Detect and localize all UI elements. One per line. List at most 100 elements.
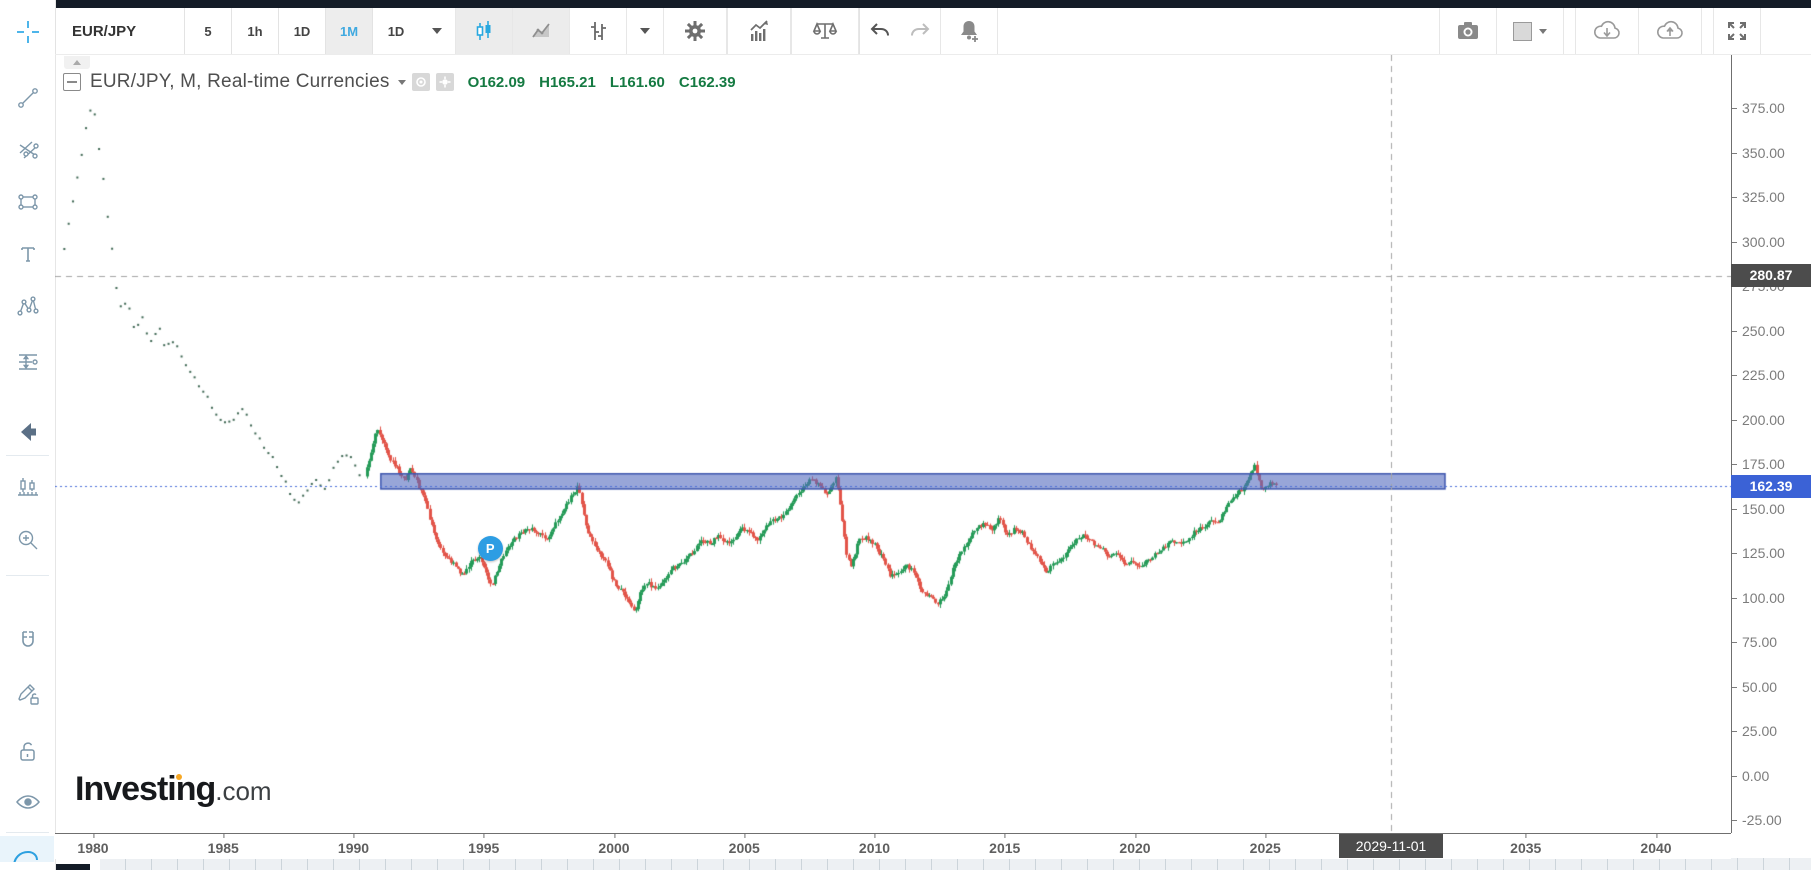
time-axis[interactable]: 1980 1985 1990 1995 2000 2005 2010 2015 2020 2025… <box>55 833 1731 859</box>
timeframe-1d-button[interactable]: 1D <box>279 8 325 54</box>
toolbar-separator <box>55 8 56 54</box>
drawing-lock-icon[interactable] <box>14 680 42 708</box>
zoom-in-icon[interactable] <box>14 526 42 554</box>
add-alert-button[interactable] <box>940 8 998 54</box>
toolbar-separator <box>278 8 279 54</box>
magnet-icon[interactable] <box>14 626 42 654</box>
year-tick-label: 2040 <box>1640 833 1672 856</box>
back-arrow-icon[interactable] <box>14 418 42 446</box>
open-value: O162.09 <box>467 73 526 91</box>
gear-icon <box>685 21 705 41</box>
patterns-xabcd-icon[interactable] <box>14 292 42 320</box>
brand-suffix: .com <box>215 776 272 806</box>
chart-title: EUR/JPY, M, Real-time Currencies <box>90 71 390 92</box>
chart-scroll-strip[interactable] <box>100 858 1811 870</box>
timeframe-dropdown[interactable] <box>419 8 455 54</box>
price-tick-label: 25.00 <box>1732 723 1777 739</box>
price-tick-label: 125.00 <box>1732 545 1785 561</box>
gann-fibonacci-icon[interactable] <box>14 136 42 164</box>
area-chart-button[interactable] <box>512 8 570 54</box>
toolbar-toggle-tab[interactable] <box>64 56 90 69</box>
high-value: H165.21 <box>539 73 596 91</box>
brand-text: Investing <box>75 770 216 808</box>
toolbar-right-group <box>1439 8 1761 54</box>
candlestick-chart-icon <box>476 21 491 40</box>
hide-all-eye-icon[interactable] <box>14 788 42 816</box>
chevron-down-icon[interactable] <box>397 79 406 85</box>
cloud-upload-icon <box>1657 20 1683 39</box>
price-tick-label: 175.00 <box>1732 456 1785 472</box>
price-tick-label: 300.00 <box>1732 234 1785 250</box>
compare-button[interactable] <box>791 8 859 54</box>
year-tick-label: 2010 <box>858 833 891 856</box>
p-marker[interactable]: P <box>477 536 503 562</box>
lock-all-icon[interactable] <box>14 738 42 766</box>
year-tick-label: 2035 <box>1510 833 1542 856</box>
year-tick-label: 1990 <box>337 833 370 856</box>
settings-button[interactable] <box>663 8 727 54</box>
load-chart-button[interactable] <box>1575 8 1639 54</box>
timeframe-1m-button[interactable]: 1M <box>326 8 372 54</box>
scales-compare-icon <box>812 21 838 39</box>
timeframe-custom-button[interactable]: 1D <box>373 8 419 54</box>
sidebar-more-tool[interactable] <box>0 836 54 862</box>
chevron-down-icon <box>640 28 650 34</box>
fullscreen-icon <box>1728 22 1746 40</box>
symbol-input[interactable]: EUR/JPY <box>56 8 184 54</box>
chevron-down-icon <box>432 28 442 34</box>
price-tick-label: 250.00 <box>1732 323 1785 339</box>
price-chart-canvas[interactable] <box>55 55 1731 833</box>
year-tick-label: 2005 <box>728 833 760 856</box>
toolbar-separator <box>184 8 185 54</box>
indicators-button[interactable] <box>727 8 791 54</box>
year-tick-label: 2025 <box>1249 833 1281 856</box>
background-swatch-button[interactable] <box>1496 8 1564 54</box>
crosshair-date-label: 2029-11-01 <box>1339 834 1444 858</box>
camera-icon <box>1458 22 1478 39</box>
style-dropdown[interactable] <box>627 8 663 54</box>
chevron-down-icon <box>1539 28 1547 34</box>
timeframe-1h-button[interactable]: 1h <box>232 8 278 54</box>
undo-button[interactable] <box>860 8 900 54</box>
year-tick-label: 2000 <box>598 833 630 856</box>
text-tool-icon[interactable] <box>14 240 42 268</box>
cloud-download-icon <box>1594 20 1620 39</box>
save-chart-button[interactable] <box>1638 8 1702 54</box>
price-tick-label: 0.00 <box>1732 768 1769 784</box>
price-tick-label: 325.00 <box>1732 189 1785 205</box>
area-chart-icon <box>532 23 550 38</box>
price-tick-label: 50.00 <box>1732 679 1777 695</box>
indicators-icon <box>750 20 768 41</box>
candlestick-chart-button[interactable] <box>455 8 513 54</box>
redo-button[interactable] <box>900 8 940 54</box>
crosshair-price-label: 280.87 <box>1731 264 1811 288</box>
year-tick-label: 1995 <box>468 833 500 856</box>
trend-line-icon[interactable] <box>14 84 42 112</box>
quick-indicator-icon[interactable] <box>411 73 430 91</box>
fullscreen-button[interactable] <box>1713 8 1761 54</box>
toolbar-separator <box>325 8 326 54</box>
close-value: C162.39 <box>678 73 736 91</box>
bars-style-icon <box>591 22 606 40</box>
bar-style-button[interactable] <box>569 8 627 54</box>
price-tick-label: 375.00 <box>1732 100 1785 116</box>
measure-tool-icon[interactable] <box>14 474 42 502</box>
chart-header: EUR/JPY, M, Real-time Currencies O162.09… <box>63 68 736 96</box>
collapse-chart-icon[interactable] <box>63 73 81 91</box>
brand-i-dot <box>176 774 182 780</box>
year-tick-label: 2020 <box>1119 833 1151 856</box>
shapes-rectangle-icon[interactable] <box>14 188 42 216</box>
timeframe-5m-button[interactable]: 5 <box>185 8 231 54</box>
low-value: L161.60 <box>609 73 665 91</box>
quick-settings-gear-icon[interactable] <box>435 73 454 91</box>
price-tick-label: 100.00 <box>1732 590 1785 606</box>
toolbar-separator <box>372 8 373 54</box>
toolbar-separator <box>859 8 860 54</box>
price-axis[interactable]: 375.00350.00325.00300.00275.00250.00225.… <box>1731 55 1811 833</box>
price-tick-label: -25.00 <box>1732 812 1782 828</box>
forecast-tool-icon[interactable] <box>14 348 42 376</box>
redo-arrow-icon <box>911 23 930 36</box>
ohlc-values: O162.09 H165.21 L161.60 C162.39 <box>468 74 736 91</box>
crosshair-tool-icon[interactable] <box>14 18 42 46</box>
snapshot-button[interactable] <box>1439 8 1497 54</box>
